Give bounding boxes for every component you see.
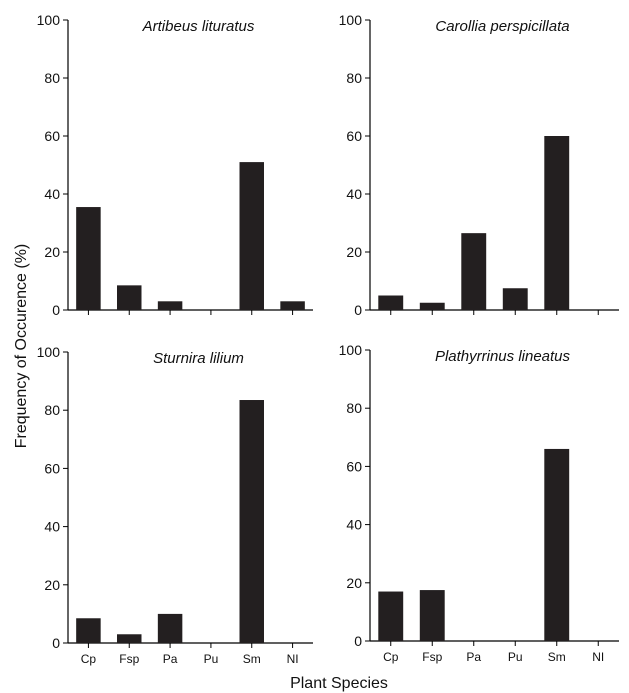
bar-sm bbox=[544, 136, 570, 310]
y-axis-label: Frequency of Occurence (%) bbox=[13, 244, 30, 449]
panels-group: 0 20 40 60 80 100 Artibeus lituratus 0 20 40 60 80 1… bbox=[37, 12, 619, 666]
x-tick-label: Cp bbox=[383, 650, 399, 664]
chart-panel-3: 0 20 40 60 80 100 Sturnira lilium Cp Fsp Pa Pu Sm NI bbox=[37, 344, 313, 666]
y-tick-label: 60 bbox=[346, 458, 362, 474]
y-tick-label: 80 bbox=[346, 400, 362, 416]
x-tick-label: Sm bbox=[243, 652, 261, 666]
x-tick-label: Pu bbox=[204, 652, 219, 666]
x-tick-label: Pa bbox=[466, 650, 481, 664]
y-tick-label: 100 bbox=[339, 342, 363, 358]
y-tick-label: 40 bbox=[346, 517, 362, 533]
bar-sm bbox=[544, 448, 570, 641]
y-tick-label: 40 bbox=[346, 186, 362, 202]
y-tick-label: 60 bbox=[346, 128, 362, 144]
x-tick-label: NI bbox=[592, 650, 604, 664]
y-tick-label: 40 bbox=[44, 519, 60, 535]
y-tick-label: 0 bbox=[354, 633, 362, 649]
y-tick-label: 60 bbox=[44, 460, 60, 476]
x-tick-label: Sm bbox=[548, 650, 566, 664]
x-tick-label: Cp bbox=[81, 652, 97, 666]
bar-fsp bbox=[117, 285, 142, 310]
bar-pa bbox=[157, 301, 183, 310]
bar-fsp bbox=[419, 302, 445, 310]
bar-sm bbox=[239, 162, 264, 310]
x-axis-label: Plant Species bbox=[290, 675, 388, 692]
bar-pa bbox=[461, 233, 487, 310]
y-tick-label: 100 bbox=[37, 344, 61, 360]
x-tick-label: Pu bbox=[508, 650, 523, 664]
y-tick-label: 100 bbox=[339, 12, 363, 28]
x-tick-label: Fsp bbox=[422, 650, 442, 664]
bar-pu bbox=[502, 288, 528, 310]
x-tick-label: Fsp bbox=[119, 652, 139, 666]
bar-sm bbox=[239, 400, 264, 643]
bar-cp bbox=[378, 295, 404, 310]
y-tick-label: 80 bbox=[346, 70, 362, 86]
y-tick-label: 100 bbox=[37, 12, 61, 28]
x-tick-label: Pa bbox=[163, 652, 178, 666]
x-tick-label: NI bbox=[287, 652, 299, 666]
y-tick-label: 0 bbox=[52, 302, 60, 318]
y-tick-label: 20 bbox=[346, 244, 362, 260]
bar-fsp bbox=[117, 634, 142, 643]
y-tick-label: 80 bbox=[44, 402, 60, 418]
panel-title: Sturnira lilium bbox=[153, 350, 244, 367]
panel-title: Artibeus lituratus bbox=[142, 18, 255, 35]
bar-ni bbox=[280, 301, 305, 310]
chart-panel-1: 0 20 40 60 80 100 Artibeus lituratus bbox=[37, 12, 313, 318]
bar-fsp bbox=[419, 590, 445, 641]
y-tick-label: 40 bbox=[44, 186, 60, 202]
y-tick-label: 0 bbox=[52, 635, 60, 651]
panel-title: Carollia perspicillata bbox=[435, 18, 569, 35]
y-tick-label: 20 bbox=[346, 575, 362, 591]
bar-cp bbox=[76, 618, 101, 643]
chart-panel-4: 0 20 40 60 80 100 Plathyrrinus lineatus Cp Fsp Pa… bbox=[339, 342, 619, 664]
y-tick-label: 0 bbox=[354, 302, 362, 318]
bar-pa bbox=[157, 613, 183, 643]
bar-cp bbox=[76, 207, 101, 310]
y-tick-label: 20 bbox=[44, 244, 60, 260]
chart-panel-2: 0 20 40 60 80 100 Carollia perspicillata bbox=[339, 12, 619, 318]
y-tick-label: 60 bbox=[44, 128, 60, 144]
panel-title: Plathyrrinus lineatus bbox=[435, 348, 571, 365]
bar-cp bbox=[378, 591, 404, 641]
y-tick-label: 20 bbox=[44, 577, 60, 593]
y-tick-label: 80 bbox=[44, 70, 60, 86]
